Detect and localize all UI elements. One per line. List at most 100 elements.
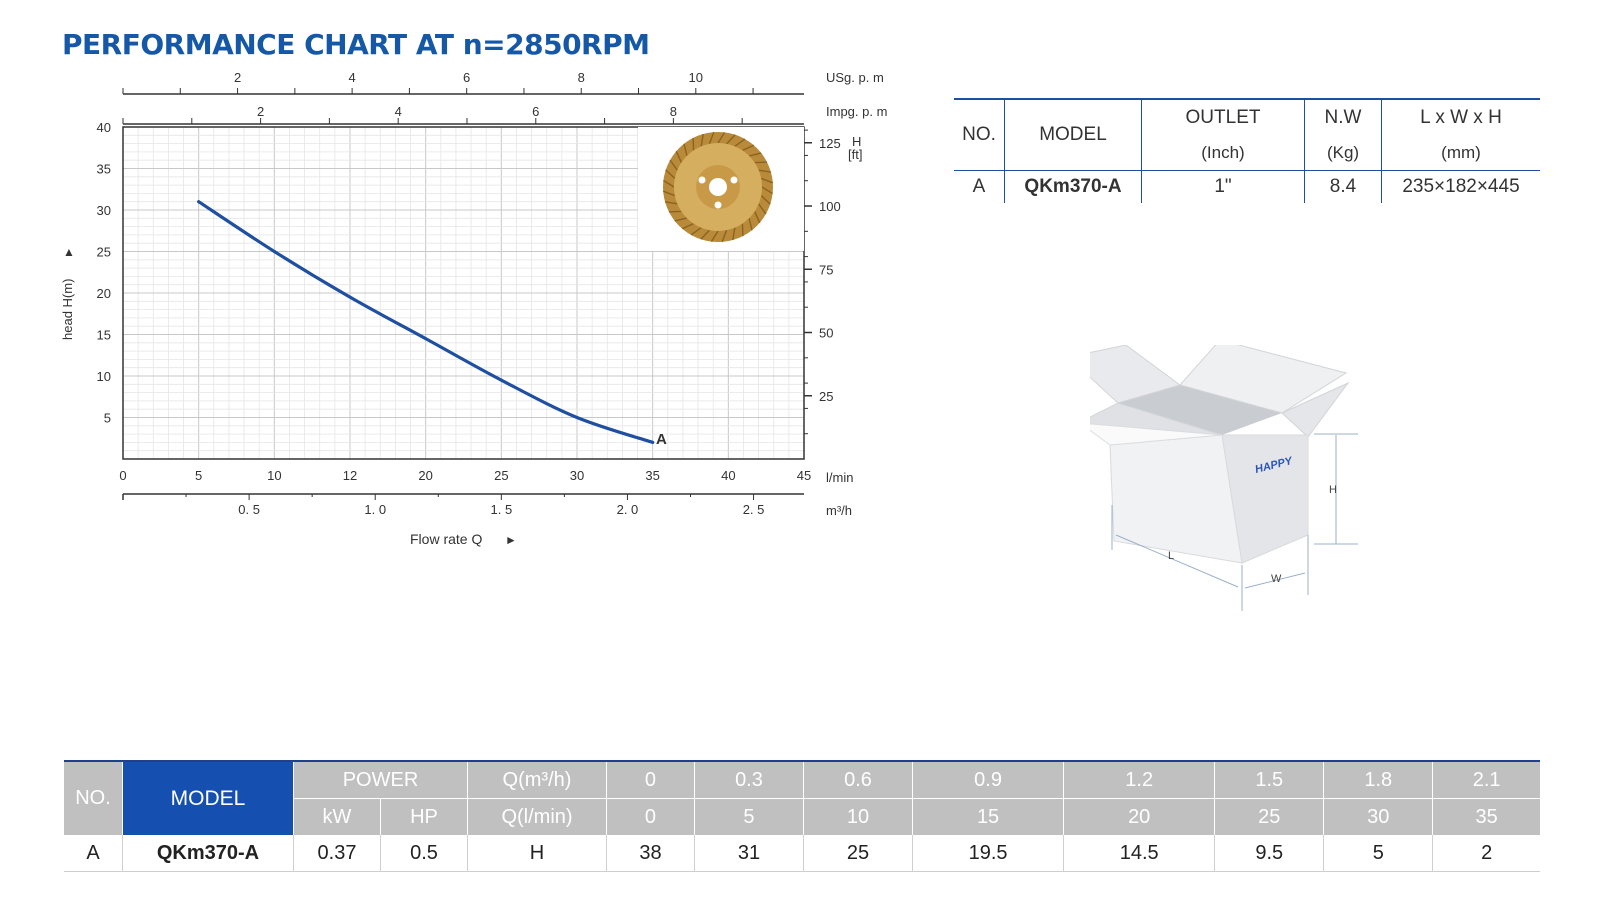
- tick-label-head-m: 25: [97, 245, 111, 260]
- spec-row-no: A: [972, 176, 986, 197]
- tick-label-usg: 2: [234, 70, 241, 85]
- spec-row-model: QKm370-A: [1004, 170, 1142, 203]
- tick-label-m3h: 0. 5: [238, 502, 260, 517]
- impeller-vane: [665, 169, 676, 179]
- impeller-vane: [708, 131, 715, 145]
- tick-label-m3h: 1. 0: [364, 502, 386, 517]
- spec-header-nw: N.W: [1304, 99, 1382, 136]
- impeller-vane: [690, 227, 702, 236]
- tick-label-m3h: 2. 5: [743, 502, 765, 517]
- perf-row-h-label: H: [467, 835, 607, 872]
- perf-q-lmin-cell: 20: [1063, 798, 1216, 835]
- impeller-vane: [664, 201, 678, 205]
- tick-label-lmin: 30: [570, 468, 584, 483]
- curve-label: A: [656, 431, 667, 448]
- unit-m3h: m³/h: [826, 503, 852, 518]
- tick-label-usg: 8: [578, 70, 585, 85]
- perf-row-hp: 0.5: [380, 835, 468, 872]
- perf-head-cell: 2: [1432, 835, 1540, 872]
- perf-header-kw: kW: [293, 798, 381, 835]
- series-point-a: [575, 416, 579, 419]
- spec-header-dims: L x W x H: [1381, 99, 1540, 136]
- tick-label-lmin: 20: [418, 468, 432, 483]
- unit-ft-h: H: [852, 134, 861, 149]
- tick-label-head-ft: 125: [819, 136, 841, 151]
- plot-frame: [122, 126, 805, 460]
- perf-q-m3h-cell: 1.5: [1214, 761, 1325, 799]
- performance-chart: 0 5 10 12 20 25 30 35 40 450. 5 1. 0 1. 5 2. 0 2. 52 4…: [60, 70, 887, 547]
- spec-unit-nw: (Kg): [1304, 136, 1382, 171]
- impeller-image: [638, 127, 804, 251]
- tick-label-head-m: 15: [97, 328, 111, 343]
- perf-q-lmin-cell: 25: [1214, 798, 1325, 835]
- perf-header-no: NO.: [64, 761, 123, 835]
- impeller-vane: [734, 138, 746, 147]
- spec-row-nw: 8.4: [1304, 170, 1382, 203]
- chart-axes: [122, 88, 812, 500]
- perf-q-lmin-cell: 10: [803, 798, 914, 835]
- series-point-a: [197, 200, 201, 204]
- spec-header-outlet: OUTLET: [1141, 99, 1305, 136]
- tick-label-head-m: 35: [97, 162, 111, 177]
- tick-label-m3h: 1. 5: [490, 502, 512, 517]
- impeller-vane: [726, 134, 736, 145]
- impeller-vane: [760, 195, 771, 205]
- tick-label-usg: 10: [689, 70, 703, 85]
- perf-head-cell: 31: [694, 835, 804, 872]
- spec-row-dims: 235×182×445: [1381, 170, 1540, 203]
- series-points: [197, 200, 655, 444]
- impeller-vane: [669, 159, 678, 171]
- perf-header-model: MODEL: [122, 761, 294, 835]
- perf-q-m3h-cell: 2.1: [1432, 761, 1540, 799]
- impeller-vane: [700, 229, 710, 240]
- perf-head-cell: 38: [606, 835, 695, 872]
- tick-label-impg: 8: [670, 104, 677, 119]
- series-point-a: [348, 295, 352, 299]
- impeller-vane: [748, 152, 762, 157]
- x-axis-arrow: ►: [505, 533, 517, 547]
- tick-label-head-m: 10: [97, 369, 111, 384]
- tick-label-lmin: 35: [645, 468, 659, 483]
- tick-label-head-ft: 75: [819, 262, 833, 277]
- packaging-box-illustration: HAPPY H L W: [1090, 345, 1358, 611]
- spec-unit-dims: (mm): [1381, 136, 1540, 171]
- perf-q-m3h-cell: 0.3: [694, 761, 804, 799]
- tick-label-head-m: 40: [97, 120, 111, 135]
- page-title: PERFORMANCE CHART AT n=2850RPM: [62, 28, 650, 61]
- y-axis-label: head H(m): [60, 279, 75, 340]
- perf-row-model: QKm370-A: [122, 835, 294, 872]
- impeller-vane: [753, 211, 761, 224]
- tick-label-lmin: 45: [797, 468, 811, 483]
- tick-label-lmin: 10: [267, 468, 281, 483]
- chart-ticks: 0 5 10 12 20 25 30 35 40 450. 5 1. 0 1. 5 2. 0 2. 52 4…: [97, 70, 841, 517]
- impeller-vane: [748, 217, 753, 231]
- perf-header-q-lmin: Q(l/min): [467, 798, 607, 835]
- perf-q-lmin-cell: 30: [1323, 798, 1434, 835]
- perf-head-cell: 5: [1323, 835, 1434, 872]
- spec-header-no: NO.: [954, 99, 1005, 171]
- impeller-vane: [732, 227, 736, 241]
- tick-label-head-m: 30: [97, 203, 111, 218]
- tick-label-impg: 6: [532, 104, 539, 119]
- impeller-vane: [681, 222, 694, 230]
- perf-header-hp: HP: [380, 798, 468, 835]
- spec-table: NO. MODEL OUTLET N.W L x W x H (Inch) (K…: [954, 98, 1540, 203]
- perf-head-cell: 19.5: [912, 835, 1065, 872]
- impeller-vane: [710, 230, 719, 242]
- tick-label-lmin: 5: [195, 468, 202, 483]
- impeller-vane: [717, 132, 726, 144]
- tick-label-lmin: 0: [119, 468, 126, 483]
- y-axis-arrow: ▲: [63, 245, 75, 259]
- impeller-vane: [742, 144, 755, 152]
- perf-row-no: A: [64, 835, 123, 872]
- impeller-vane: [675, 150, 683, 163]
- perf-head-cell: 25: [803, 835, 914, 872]
- impeller-vane: [761, 186, 773, 195]
- perf-q-m3h-cell: 0.6: [803, 761, 914, 799]
- tick-label-head-ft: 25: [819, 389, 833, 404]
- tick-label-m3h: 2. 0: [617, 502, 639, 517]
- series-point-a: [424, 337, 428, 341]
- unit-impg: Impg. p. m: [826, 104, 887, 119]
- impeller-vane: [662, 190, 676, 197]
- tick-label-impg: 4: [395, 104, 402, 119]
